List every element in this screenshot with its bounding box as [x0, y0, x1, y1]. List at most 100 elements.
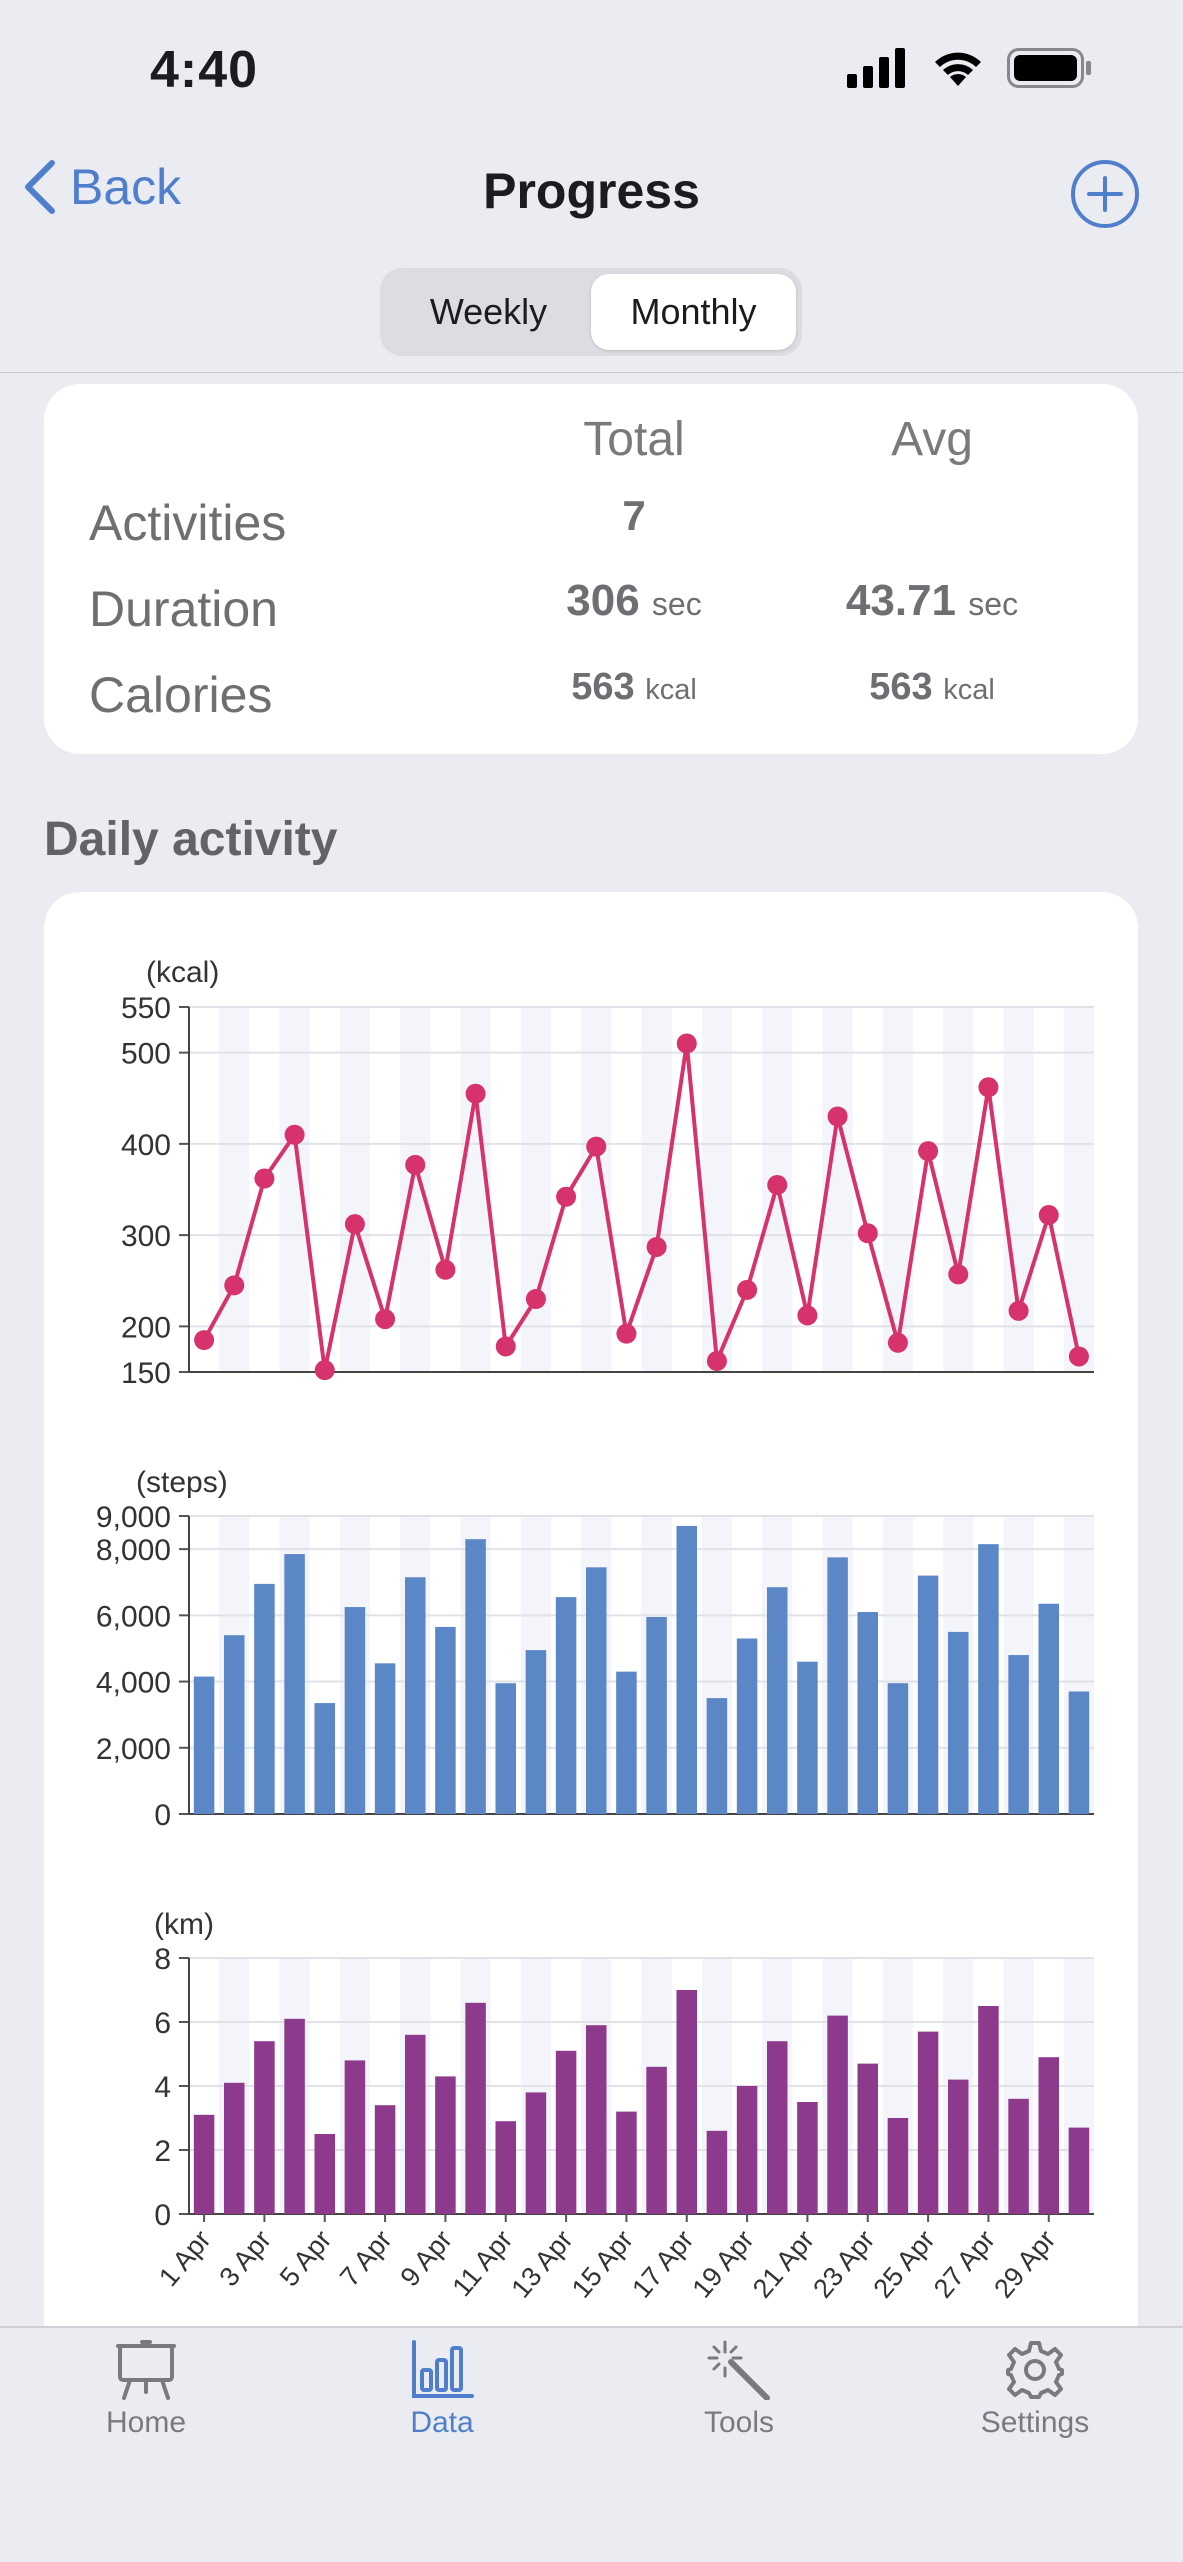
bar: [465, 1539, 486, 1814]
bar: [404, 2034, 426, 2214]
tab-settings-label: Settings: [980, 2406, 1090, 2439]
bar: [223, 2082, 245, 2214]
bar: [1068, 2127, 1090, 2214]
bar: [917, 2031, 939, 2214]
bar: [344, 2060, 366, 2214]
bar: [223, 1635, 245, 1814]
page-title: Progress: [483, 163, 700, 219]
bar: [736, 1638, 758, 1814]
magic-wand-icon: [707, 2340, 770, 2400]
tab-tools-label: Tools: [703, 2406, 775, 2439]
wifi-icon: [935, 52, 981, 86]
bar: [827, 2015, 848, 2214]
data-point: [465, 1083, 486, 1104]
bar: [344, 1607, 366, 1814]
bar: [978, 1544, 999, 1814]
data-point: [737, 1279, 758, 1300]
column-band: [641, 1007, 672, 1372]
data-point: [767, 1174, 788, 1195]
bar: [495, 2121, 517, 2214]
bar: [1038, 2057, 1060, 2214]
bar: [646, 2066, 667, 2214]
data-point: [887, 1332, 908, 1353]
x-tick-label: 15 Apr: [566, 2225, 639, 2304]
tab-bar: [0, 2326, 1183, 2562]
tab-data[interactable]: Data: [322, 2340, 562, 2440]
back-button[interactable]: Back: [22, 158, 181, 216]
bar: [374, 2105, 396, 2214]
bar: [857, 2063, 879, 2214]
period-segmented-control: Weekly Monthly: [380, 268, 802, 356]
bar: [978, 2006, 999, 2214]
bar: [887, 2118, 909, 2214]
tab-settings[interactable]: Settings: [915, 2340, 1155, 2440]
x-tick-label: 27 Apr: [928, 2225, 1001, 2304]
plus-circle-icon: [1071, 160, 1139, 228]
y-tick-label: 0: [154, 1799, 171, 1832]
data-point: [254, 1168, 275, 1189]
daily-activity-charts: 150 200 300 400 500 550(kcal) 0 2,000 4,000 6,000…: [96, 956, 1094, 2304]
column-band: [943, 1007, 974, 1372]
calories-avg: 563 kcal: [869, 666, 995, 708]
x-tick-label: 13 Apr: [506, 2225, 579, 2304]
bar: [797, 1661, 818, 1814]
bar: [374, 1663, 396, 1814]
bar: [254, 1583, 275, 1814]
x-tick-label: 23 Apr: [807, 2225, 880, 2304]
data-point: [495, 1336, 516, 1357]
bar: [676, 1525, 698, 1814]
gear-icon: [1006, 2341, 1064, 2399]
bar: [827, 1557, 848, 1814]
add-button[interactable]: [1069, 158, 1141, 235]
data-point: [676, 1033, 697, 1054]
y-tick-label: 0: [154, 2199, 171, 2232]
data-point: [978, 1077, 999, 1098]
bar: [797, 2102, 818, 2214]
y-unit-label: (steps): [136, 1466, 228, 1499]
bar: [706, 2130, 728, 2214]
x-tick-label: 5 Apr: [274, 2225, 338, 2293]
chevron-left-icon: [25, 160, 55, 214]
bar: [887, 1683, 909, 1814]
bar: [1038, 1603, 1060, 1814]
status-time: 4:40: [150, 41, 259, 99]
row-label-activities: Activities: [89, 495, 287, 551]
data-point: [646, 1236, 667, 1257]
calories-total: 563 kcal: [571, 666, 697, 708]
bar: [917, 1575, 939, 1814]
x-tick-label: 21 Apr: [747, 2225, 820, 2304]
y-unit-label: (km): [154, 1908, 214, 1941]
bar: [857, 1612, 879, 1814]
tab-home[interactable]: Home: [26, 2340, 266, 2440]
bar: [404, 1577, 426, 1814]
bar: [947, 1631, 969, 1814]
y-tick-label: 4: [154, 2071, 171, 2104]
y-tick-label: 4,000: [96, 1667, 171, 1700]
row-label-calories: Calories: [89, 667, 273, 723]
segment-weekly[interactable]: Weekly: [429, 291, 548, 332]
x-tick-label: 17 Apr: [626, 2225, 699, 2304]
bar: [676, 1990, 698, 2214]
y-tick-label: 150: [121, 1357, 171, 1390]
y-tick-label: 8,000: [96, 1534, 171, 1567]
y-tick-label: 8: [154, 1943, 171, 1976]
y-tick-label: 9,000: [96, 1501, 171, 1534]
segment-monthly[interactable]: Monthly: [591, 274, 796, 350]
bar: [193, 1676, 215, 1814]
bar: [495, 1683, 517, 1814]
tab-tools[interactable]: Tools: [619, 2340, 859, 2440]
data-point: [525, 1289, 546, 1309]
y-tick-label: 500: [121, 1038, 171, 1071]
data-point: [918, 1141, 939, 1162]
y-tick-label: 2,000: [96, 1733, 171, 1766]
bar: [314, 2134, 336, 2214]
data-point: [344, 1214, 365, 1235]
row-label-duration: Duration: [89, 581, 278, 637]
summary-card: Total Avg Activities 7 Duration 306 sec …: [44, 384, 1138, 754]
data-point: [375, 1309, 396, 1330]
column-band: [400, 1007, 431, 1372]
data-point: [1068, 1346, 1089, 1367]
column-band: [279, 1007, 310, 1372]
bar: [766, 2041, 788, 2214]
